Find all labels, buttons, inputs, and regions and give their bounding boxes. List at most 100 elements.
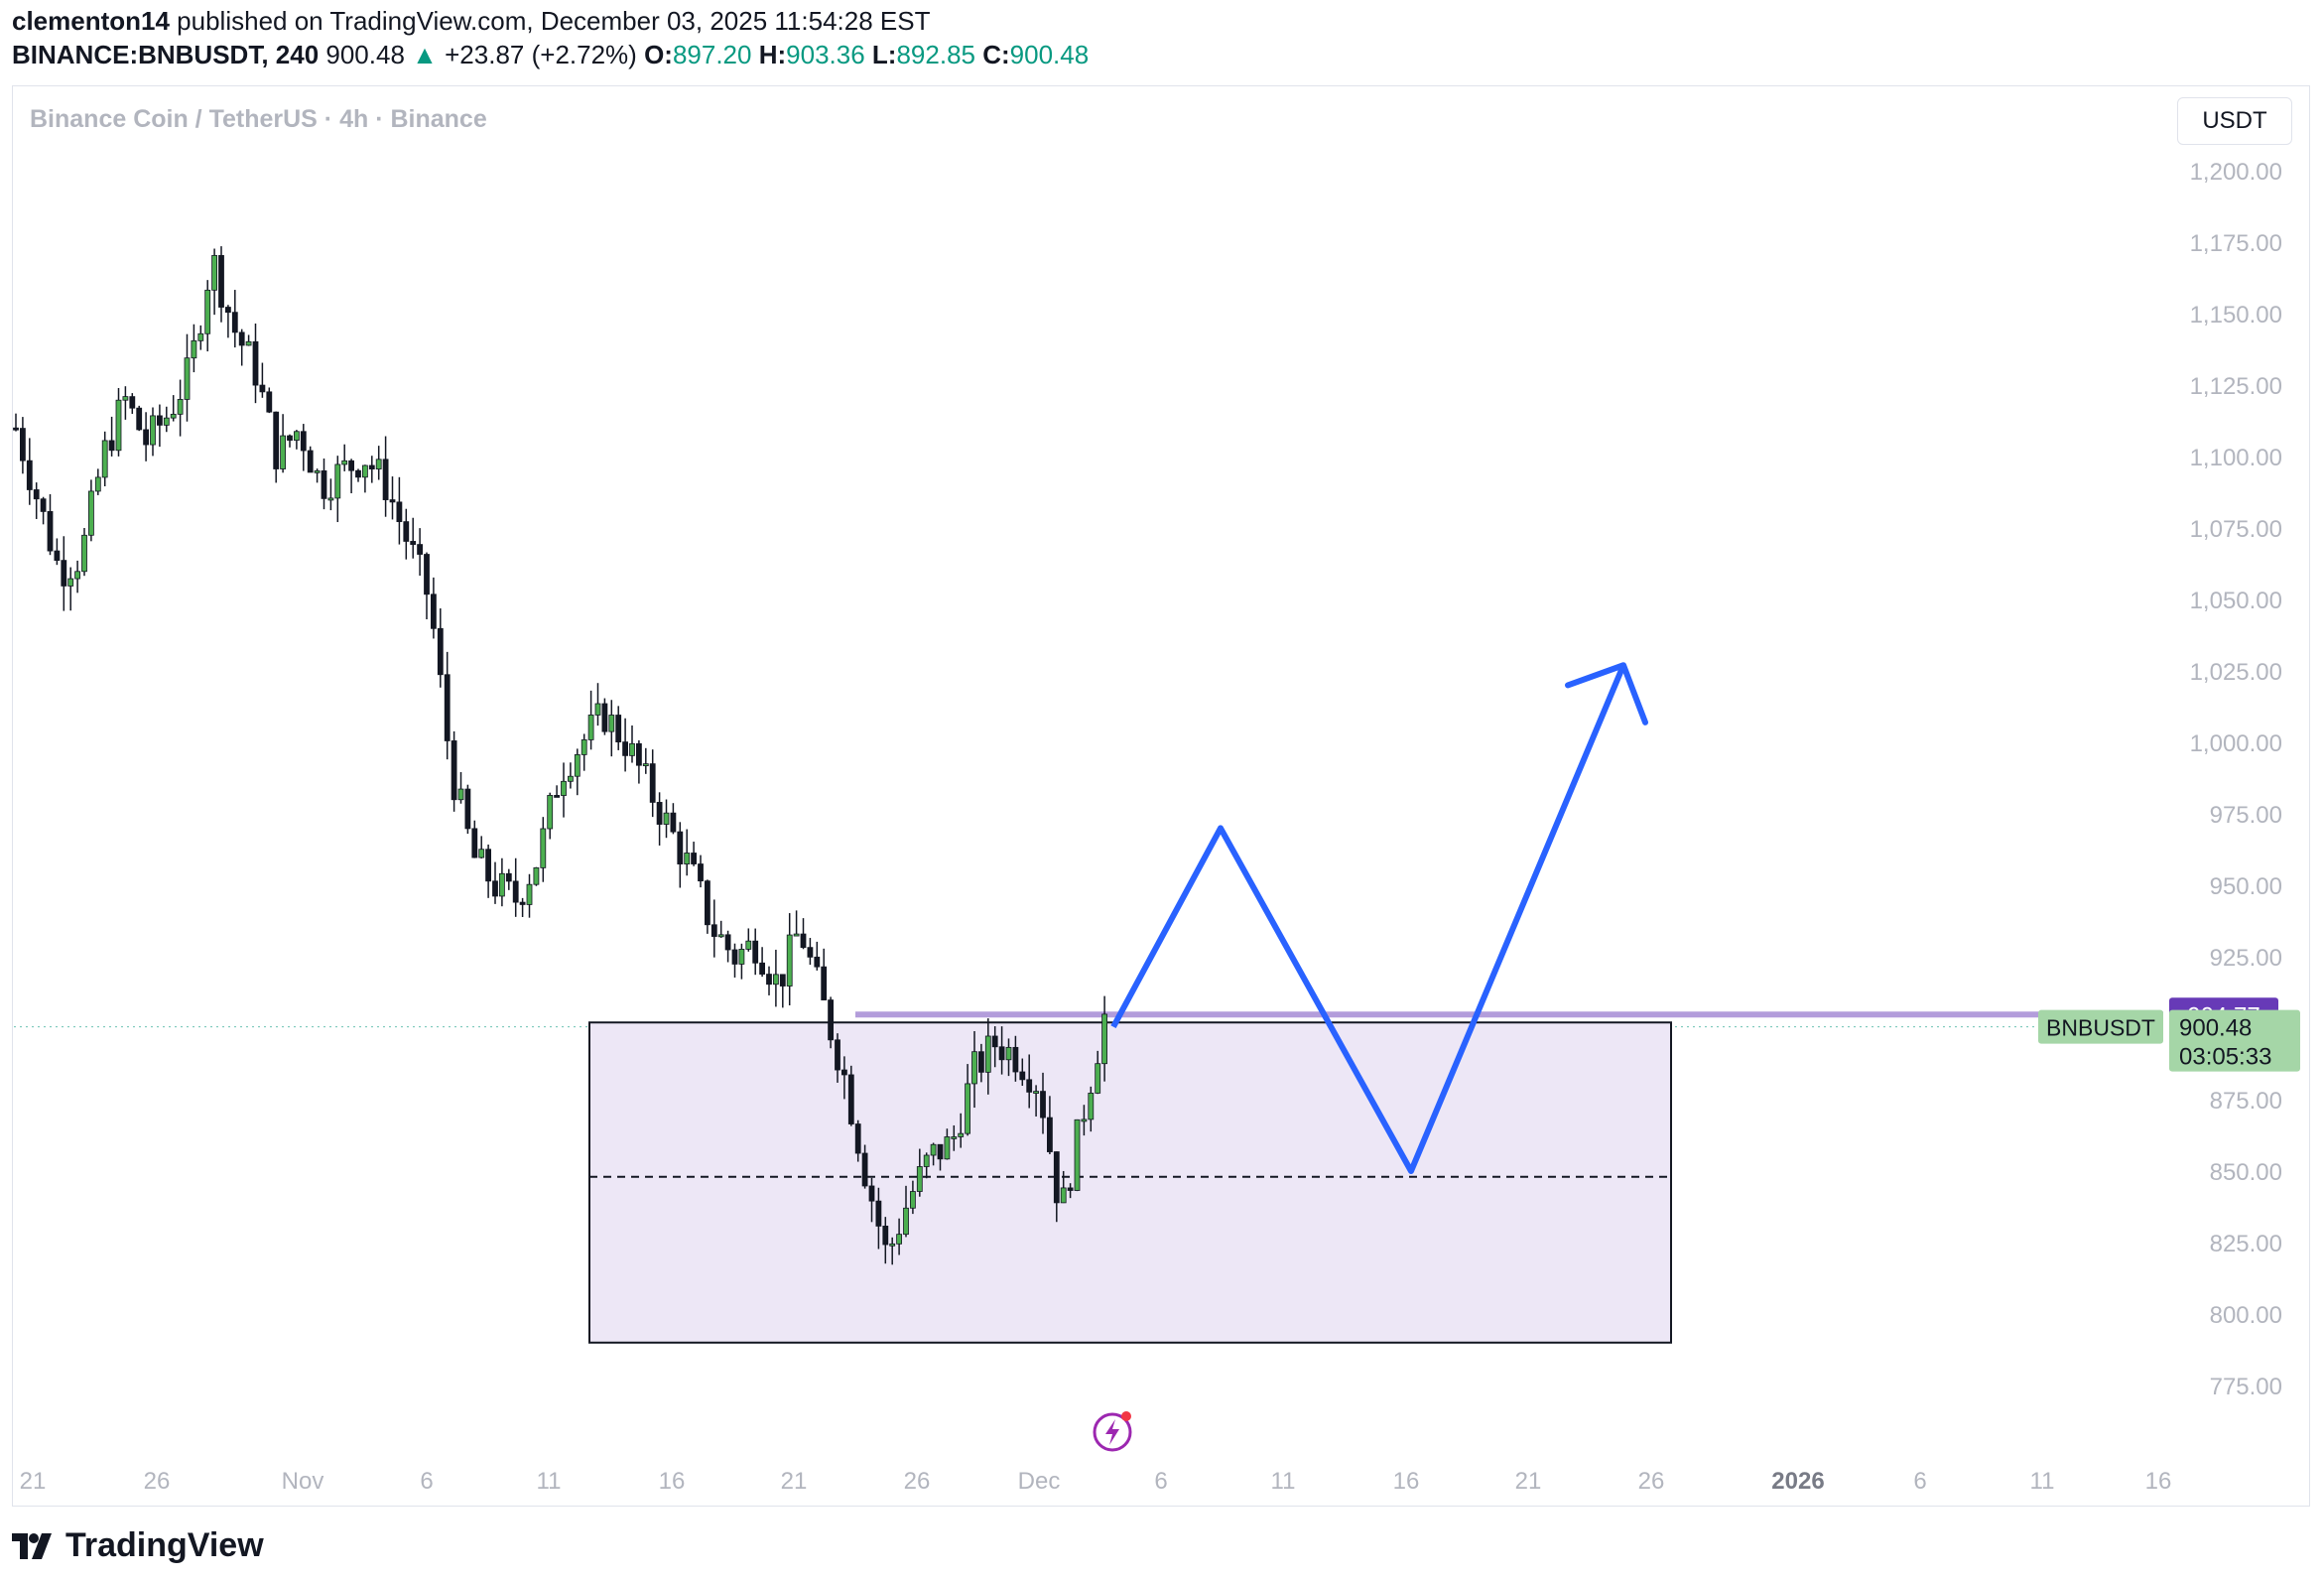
x-tick-label: 16 — [1393, 1468, 1420, 1495]
candle — [1033, 1091, 1039, 1094]
candle — [1081, 1119, 1088, 1122]
lightning-icon[interactable] — [1092, 1407, 1137, 1458]
publisher-name[interactable]: clementon14 — [12, 6, 170, 36]
x-tick-label: 6 — [1154, 1468, 1167, 1495]
candle — [574, 754, 581, 777]
x-tick-label: 26 — [1638, 1468, 1665, 1495]
up-triangle-icon: ▲ — [412, 40, 438, 69]
candle — [642, 763, 649, 766]
candle — [636, 742, 642, 766]
candle — [1005, 1046, 1012, 1061]
candle — [937, 1143, 944, 1160]
candle — [355, 469, 361, 478]
candle — [910, 1191, 916, 1209]
candle — [622, 741, 628, 756]
candle — [615, 715, 622, 743]
last-price-text: 900.48 — [2179, 1015, 2252, 1042]
candle — [224, 307, 231, 314]
candle — [896, 1234, 902, 1245]
candle — [998, 1046, 1005, 1061]
range-rectangle — [588, 1021, 1672, 1344]
candle — [26, 460, 33, 490]
candle — [81, 534, 87, 573]
candle — [752, 940, 759, 964]
candle — [457, 788, 464, 801]
x-tick-label: 21 — [20, 1468, 47, 1495]
candle — [807, 947, 814, 958]
candle — [861, 1152, 868, 1187]
candle — [875, 1200, 882, 1227]
candle — [705, 880, 710, 926]
candle — [67, 578, 74, 587]
l-label: L: — [871, 40, 897, 69]
candle — [108, 440, 115, 452]
candle — [321, 469, 327, 499]
currency-button[interactable]: USDT — [2177, 97, 2292, 145]
last-price-badge — [2169, 1009, 2300, 1072]
candle — [670, 812, 677, 833]
candle — [505, 872, 512, 882]
y-tick-label: 975.00 — [2210, 802, 2282, 829]
candle — [348, 460, 355, 471]
candle — [889, 1243, 896, 1247]
candle — [88, 490, 94, 536]
candle — [519, 901, 526, 905]
candle — [608, 715, 615, 732]
candle — [691, 853, 697, 864]
o-label: O: — [644, 40, 673, 69]
y-tick-label: 950.00 — [2210, 873, 2282, 900]
candle — [74, 571, 80, 580]
candle — [656, 802, 663, 825]
projection-arrowhead — [1565, 662, 1648, 725]
y-tick-label: 925.00 — [2210, 945, 2282, 972]
candle — [314, 469, 321, 473]
candle — [710, 924, 717, 937]
candle — [184, 357, 191, 400]
candle — [1026, 1079, 1033, 1093]
candle — [773, 974, 779, 986]
candle — [601, 703, 608, 732]
candle — [868, 1185, 875, 1202]
x-tick-label: Dec — [1018, 1468, 1061, 1495]
candle — [430, 593, 437, 629]
x-tick-label: 6 — [420, 1468, 433, 1495]
open-value: 897.20 — [672, 40, 752, 69]
candle — [252, 340, 259, 386]
candle — [129, 396, 136, 409]
candle — [1060, 1187, 1067, 1204]
candle — [1095, 1063, 1101, 1094]
candle — [512, 880, 519, 903]
x-tick-label: 11 — [2030, 1468, 2055, 1495]
candle — [677, 831, 684, 864]
candle — [984, 1035, 991, 1073]
candle — [745, 940, 752, 950]
chart-frame[interactable] — [12, 85, 2310, 1507]
publish-line: clementon14 published on TradingView.com… — [12, 6, 930, 37]
candle — [163, 417, 170, 426]
tradingview-mark-icon — [12, 1532, 52, 1559]
candle — [568, 775, 574, 782]
y-tick-label: 875.00 — [2210, 1088, 2282, 1115]
tradingview-logo[interactable]: TradingView — [12, 1526, 264, 1565]
candle — [1067, 1187, 1074, 1191]
countdown-text: 03:05:33 — [2179, 1044, 2271, 1071]
pair-title: Binance Coin / TetherUS · 4h · Binance — [30, 105, 487, 133]
candle — [334, 463, 341, 499]
candle — [471, 828, 478, 858]
candle — [437, 627, 444, 676]
y-tick-label: 1,025.00 — [2190, 659, 2282, 686]
candle — [211, 255, 218, 291]
candle — [197, 332, 204, 341]
symbol-tag-text: BNBUSDT — [2046, 1015, 2155, 1041]
y-tick-label: 825.00 — [2210, 1231, 2282, 1257]
candle — [424, 554, 430, 595]
x-tick-label: 6 — [1913, 1468, 1926, 1495]
candle — [389, 499, 396, 503]
y-tick-label: 1,075.00 — [2190, 516, 2282, 543]
candle — [1012, 1046, 1019, 1073]
candle — [738, 949, 745, 965]
candle — [287, 435, 293, 441]
candle — [245, 340, 252, 346]
candle — [464, 788, 471, 830]
